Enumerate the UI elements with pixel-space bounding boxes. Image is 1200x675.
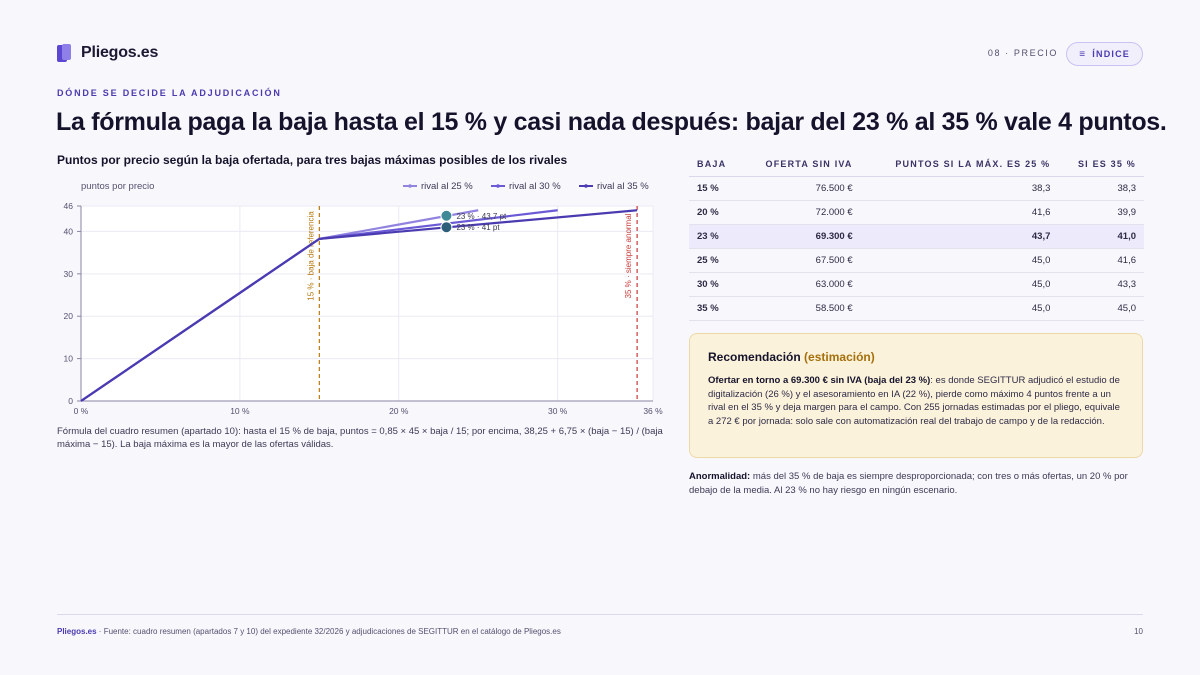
anomaly-note: Anormalidad: más del 35 % de baja es sie… — [689, 470, 1143, 498]
table-header: OFERTA SIN IVA — [741, 152, 861, 177]
page-header: Pliegos.es 08 · PRECIO ≡ ÍNDICE — [57, 42, 1143, 68]
recommendation-body: Ofertar en torno a 69.300 € sin IVA (baj… — [708, 374, 1124, 428]
chart-svg: 0 10 20 30 40 46 0 % 10 % 20 % 30 % 36 % puntos por… — [64, 181, 664, 416]
recommendation-text: : es donde SEGITTUR adjudicó el estudio … — [708, 375, 1120, 427]
section-label: 08 · PRECIO — [987, 48, 1058, 58]
table-cell: 20 % — [689, 200, 742, 225]
y-tick-label: 40 — [64, 226, 74, 236]
table-cell: 63.000 € — [741, 272, 861, 297]
legend-swatch-dot — [496, 184, 500, 188]
x-tick-label: 0 % — [74, 406, 89, 416]
legend-swatch-dot — [584, 184, 588, 188]
series-line — [80, 209, 638, 402]
footer-source-text: · Fuente: cuadro resumen (apartados 7 y … — [96, 627, 561, 636]
x-tick-label: 10 % — [230, 406, 250, 416]
table-header: BAJA — [689, 152, 742, 177]
table-cell: 45,0 — [860, 248, 1059, 273]
footer-divider — [57, 614, 1143, 615]
x-tick-label: 36 % — [643, 406, 663, 416]
table-cell: 38,3 — [860, 176, 1059, 201]
data-point-label: 23 % · 43,7 pt — [456, 212, 507, 221]
points-chart: 0 10 20 30 40 46 0 % 10 % 20 % 30 % 36 % puntos por… — [57, 172, 667, 424]
reference-line-label: 15 % · baja de referencia — [306, 211, 315, 301]
table-cell: 76.500 € — [741, 176, 861, 201]
table-row: 15 % 76.500 € 38,3 38,3 — [689, 176, 1144, 201]
menu-icon: ≡ — [1079, 48, 1087, 60]
recommendation-title: Recomendación (estimación) — [708, 350, 1124, 364]
table-row: 20 % 72.000 € 41,6 39,9 — [689, 200, 1144, 225]
table-header-row: BAJA OFERTA SIN IVA PUNTOS SI LA MÁX. ES… — [689, 152, 1144, 177]
index-button-label: ÍNDICE — [1092, 49, 1130, 59]
anomaly-label: Anormalidad: — [689, 471, 751, 482]
table-row: 25 % 67.500 € 45,0 41,6 — [689, 248, 1144, 273]
table-cell: 23 % — [689, 224, 742, 249]
data-point-marker — [440, 221, 453, 234]
footer-source: Pliegos.es · Fuente: cuadro resumen (apa… — [57, 627, 561, 636]
table-cell: 15 % — [689, 176, 742, 201]
page-number: 10 — [1134, 627, 1143, 636]
y-tick-label: 0 — [68, 396, 73, 406]
footer-brand[interactable]: Pliegos.es — [57, 627, 97, 636]
table-cell: 41,0 — [1058, 224, 1144, 249]
recommendation-lead: Ofertar en torno a 69.300 € sin IVA (baj… — [708, 375, 931, 386]
logo-icon — [57, 44, 71, 62]
table-cell: 72.000 € — [741, 200, 861, 225]
table-cell: 35 % — [689, 296, 742, 321]
y-tick-label: 30 — [64, 269, 74, 279]
table-cell: 30 % — [689, 272, 742, 297]
brand-name: Pliegos.es — [81, 44, 159, 61]
recommendation-card: Recomendación (estimación) Ofertar en to… — [689, 333, 1143, 458]
table-cell: 45,0 — [860, 296, 1059, 321]
recommendation-title-text: Recomendación — [708, 350, 801, 364]
y-tick-label: 10 — [64, 354, 74, 364]
y-tick-label: 20 — [64, 311, 74, 321]
table-cell: 45,0 — [860, 272, 1059, 297]
x-tick-label: 30 % — [548, 406, 568, 416]
table-row: 30 % 63.000 € 45,0 43,3 — [689, 272, 1144, 297]
table-cell: 41,6 — [1058, 248, 1144, 273]
page-title: La fórmula paga la baja hasta el 15 % y … — [56, 108, 1167, 136]
y-tick-label: 46 — [64, 201, 74, 211]
legend-label: rival al 35 % — [597, 181, 649, 192]
points-table: BAJA OFERTA SIN IVA PUNTOS SI LA MÁX. ES… — [689, 152, 1144, 321]
chart-title: Puntos por precio según la baja ofertada… — [57, 153, 568, 167]
table-row-highlighted: 23 % 69.300 € 43,7 41,0 — [689, 224, 1144, 249]
table-cell: 45,0 — [1058, 296, 1144, 321]
table-cell: 41,6 — [860, 200, 1059, 225]
legend-label: rival al 25 % — [421, 181, 473, 192]
table-cell: 43,7 — [860, 224, 1059, 249]
table-cell: 43,3 — [1058, 272, 1144, 297]
estimate-tag: (estimación) — [804, 350, 875, 364]
data-point-marker — [440, 209, 453, 222]
anomaly-text: más del 35 % de baja es siempre despropo… — [689, 471, 1128, 496]
x-tick-label: 20 % — [389, 406, 409, 416]
table-row: 35 % 58.500 € 45,0 45,0 — [689, 296, 1144, 321]
section-kicker: DÓNDE SE DECIDE LA ADJUDICACIÓN — [57, 88, 282, 98]
data-point-label: 23 % · 41 pt — [456, 223, 500, 232]
y-axis-label: puntos por precio — [81, 181, 154, 192]
brand-logo[interactable]: Pliegos.es — [57, 44, 158, 62]
reference-line-label: 35 % · siempre anormal — [624, 213, 633, 298]
table-cell: 25 % — [689, 248, 742, 273]
index-button[interactable]: ≡ ÍNDICE — [1066, 42, 1143, 66]
table-cell: 69.300 € — [741, 224, 861, 249]
table-cell: 58.500 € — [741, 296, 861, 321]
table-cell: 38,3 — [1058, 176, 1144, 201]
table-header: SI ES 35 % — [1058, 152, 1144, 177]
chart-note: Fórmula del cuadro resumen (apartado 10)… — [57, 426, 663, 450]
table-cell: 67.500 € — [741, 248, 861, 273]
legend-swatch-dot — [408, 184, 412, 188]
table-cell: 39,9 — [1058, 200, 1144, 225]
table-header: PUNTOS SI LA MÁX. ES 25 % — [860, 152, 1059, 177]
legend-label: rival al 30 % — [509, 181, 561, 192]
